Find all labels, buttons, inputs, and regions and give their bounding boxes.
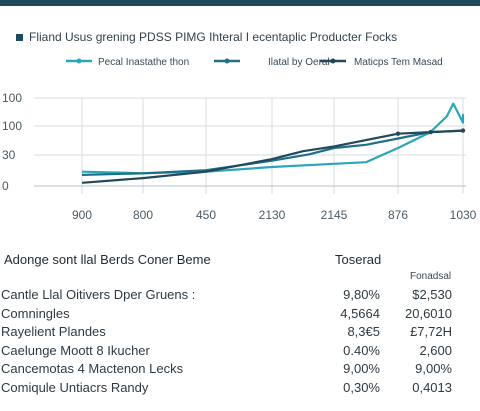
data-table: Cantle Llal Oitivers Dper Gruens : 9,80% $… [0,287,480,398]
row-label: Comiqule Untiacrs Randy [1,379,149,395]
legend-marker-icon [76,58,82,64]
legend-label: Pecal Inastathe thon [98,57,189,68]
title-marker-icon [16,33,23,41]
row-value-2: $2,530 [412,287,452,302]
legend-marker-icon [224,58,230,64]
chart-title: Fliand Usus grening PDSS PIMG Ihteral I … [29,30,398,44]
row-label: Comningles [1,305,70,321]
series-line [81,129,464,184]
x-tick-label: 1030 [450,208,477,222]
table-row: Caelunge Moott 8 Ikucher 0.40% 2,600 [0,343,480,362]
y-tick-label: 0 [2,179,9,193]
table-heading: Adonge sont llal Berds Coner Beme [4,252,211,267]
chart-title-row: Fliand Usus grening PDSS PIMG Ihteral I … [16,30,397,44]
y-tick-label: 30 [2,148,16,162]
line-chart: Pecal Inastathe thon Ilatal by Oeral Matic… [2,57,477,222]
table-row: Rayelient Plandes 8,3€5 £7,72H [0,324,480,343]
row-value-2: £7,72H [410,324,452,339]
data-point [395,131,401,136]
series-line [81,102,465,175]
row-value-1: 9,00% [343,361,380,376]
column-header-1: Toserad [335,252,382,267]
row-value-1: 8,3€5 [347,324,380,339]
table-row: Cancemotas 4 Mactenon Lecks 9,00% 9,00% [0,361,480,380]
row-label: Rayelient Plandes [1,324,106,339]
table-row: Cantle Llal Oitivers Dper Gruens : 9,80% $… [0,287,480,306]
table-row: Comiqule Untiacrs Randy 0,30% 0,4013 [0,380,480,399]
x-tick-label: 450 [196,208,216,222]
row-value-2: 0,4013 [412,379,452,395]
legend-label: Ilatal by Oeral [268,57,330,68]
row-label: Cancemotas 4 Mactenon Lecks [1,361,184,376]
row-value-1: 9,80% [343,287,380,302]
y-tick-label: 100 [2,91,22,105]
column-header-2: Fonadsal [410,271,452,282]
x-tick-label: 800 [133,208,153,222]
legend-marker-icon [330,58,336,64]
x-tick-label: 2145 [321,208,348,222]
row-label: Cantle Llal Oitivers Dper Gruens : [1,287,196,302]
row-value-2: 20,6010 [405,305,452,321]
table-row: Comningles 4,5664 20,6010 [0,306,480,325]
x-tick-label: 900 [72,208,92,222]
row-value-2: 2,600 [419,342,452,358]
row-label: Caelunge Moott 8 Ikucher [1,342,150,358]
x-tick-label: 2130 [259,208,286,222]
row-value-2: 9,00% [415,361,452,376]
data-point [428,129,433,135]
y-tick-label: 100 [2,119,22,133]
legend-label: Maticps Tem Masad [354,57,443,68]
row-value-1: 4,5664 [340,305,380,321]
row-value-1: 0.40% [343,342,380,358]
top-strip [0,0,480,6]
x-tick-label: 876 [388,208,408,222]
row-value-1: 0,30% [343,379,380,395]
data-point [460,128,466,133]
